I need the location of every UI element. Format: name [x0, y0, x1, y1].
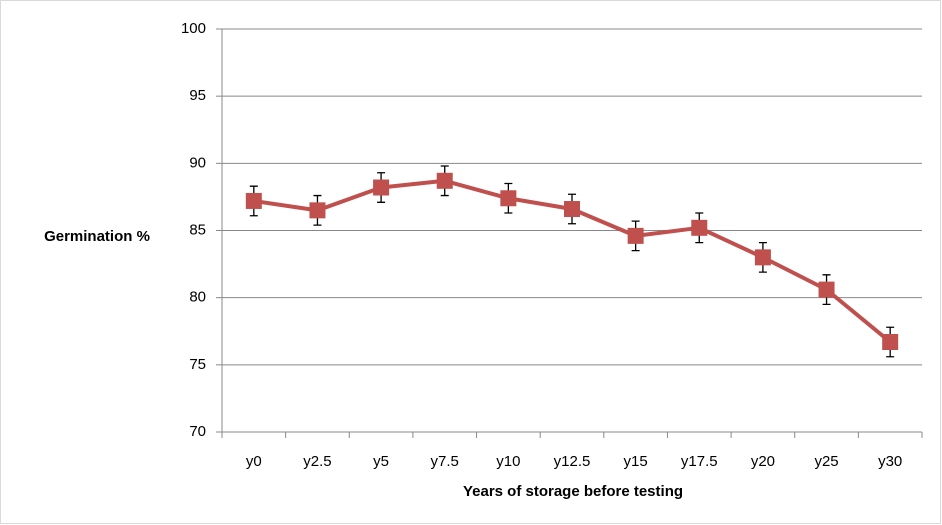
- y-tick-label: 95: [189, 87, 206, 104]
- x-tick-label: y7.5: [431, 453, 459, 470]
- x-tick-label: y30: [878, 453, 902, 470]
- data-point: [500, 190, 517, 207]
- data-point: [373, 179, 390, 196]
- data-point: [564, 201, 580, 218]
- y-tick-label: 100: [181, 20, 206, 37]
- data-point: [691, 219, 708, 236]
- data-point: [818, 281, 835, 298]
- data-point: [882, 333, 899, 350]
- data-point: [754, 249, 771, 266]
- y-tick-label: 85: [189, 221, 206, 238]
- x-tick-label: y0: [246, 453, 262, 470]
- y-tick-label: 80: [189, 289, 206, 306]
- x-tick-label: y5: [373, 453, 389, 470]
- data-point: [627, 227, 644, 244]
- x-tick-label: y17.5: [681, 453, 718, 470]
- x-tick-label: y20: [751, 453, 775, 470]
- data-point: [436, 172, 453, 189]
- x-tick-label: y2.5: [303, 453, 331, 470]
- x-tick-label: y12.5: [554, 453, 591, 470]
- y-axis-title: Germination %: [44, 228, 150, 245]
- x-axis-title: Years of storage before testing: [463, 483, 683, 500]
- y-tick-label: 90: [189, 154, 206, 171]
- x-tick-label: y15: [624, 453, 648, 470]
- data-point: [309, 202, 326, 219]
- y-tick-label: 70: [189, 423, 206, 440]
- x-tick-label: y10: [496, 453, 520, 470]
- y-tick-label: 75: [189, 356, 206, 373]
- x-tick-label: y25: [814, 453, 838, 470]
- data-point: [245, 192, 262, 209]
